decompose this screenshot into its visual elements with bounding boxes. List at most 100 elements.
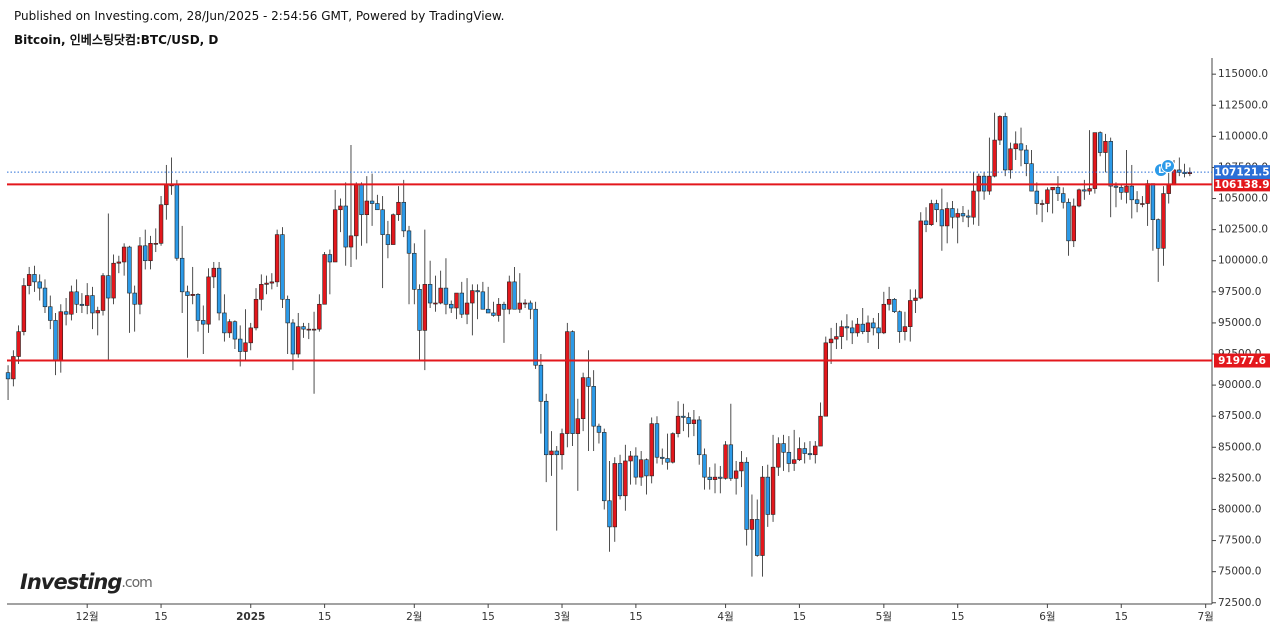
candle-body [1039, 203, 1045, 205]
candle-body [691, 419, 697, 424]
y-tick-label: 100000.0 [1218, 255, 1268, 267]
candle-body [860, 323, 865, 332]
candle-body [459, 292, 464, 315]
candle-body [1066, 201, 1071, 242]
candle-body [95, 310, 100, 314]
candle-body [243, 342, 248, 352]
candle-body [955, 213, 960, 218]
x-tick-label: 6월 [1039, 611, 1055, 623]
candle-body [338, 205, 343, 211]
candle-body [844, 326, 850, 329]
candle-body [665, 458, 670, 463]
candle-body [786, 451, 792, 464]
candle-body [886, 298, 892, 305]
candle-body [317, 303, 322, 330]
candle-body [992, 139, 997, 177]
candle-body [733, 470, 739, 479]
candle-body [1161, 193, 1166, 249]
candle-body [517, 302, 523, 310]
candle-body [865, 322, 871, 332]
candle-body [813, 445, 818, 456]
x-tick-label: 15 [629, 611, 642, 623]
y-tick-label: 97500.0 [1218, 286, 1261, 298]
candle-body [37, 281, 42, 289]
candle-body [216, 267, 222, 314]
candle-body [1097, 132, 1103, 153]
candle-body [633, 455, 639, 478]
price-tag-label: 106138.9 [1214, 179, 1269, 191]
candle-body [280, 234, 285, 300]
candle-body [1119, 187, 1124, 193]
candle-body [929, 203, 934, 225]
candle-body [306, 328, 311, 331]
candle-body [501, 303, 507, 310]
y-tick-label: 82500.0 [1218, 472, 1261, 484]
candle-body [1166, 184, 1171, 194]
y-tick-label: 90000.0 [1218, 379, 1261, 391]
candle-body [111, 262, 116, 299]
candle-body [100, 275, 106, 311]
candle-body [638, 459, 644, 478]
candle-body [1155, 219, 1161, 249]
candle-body [137, 245, 143, 305]
candle-body [106, 275, 111, 299]
candle-body [644, 459, 649, 477]
candle-body [960, 213, 966, 217]
x-tick-label: 12월 [76, 611, 99, 623]
candle-body [253, 298, 259, 329]
candle-body [143, 245, 148, 262]
y-tick-label: 102500.0 [1218, 224, 1268, 236]
candle-body [612, 463, 617, 528]
candle-body [1108, 141, 1113, 187]
candle-body [607, 500, 612, 528]
candle-body [53, 320, 58, 361]
candle-body [364, 200, 370, 216]
candle-body [723, 444, 728, 479]
candle-body [1076, 189, 1082, 207]
y-tick-label: 105000.0 [1218, 193, 1268, 205]
candle-body [913, 297, 918, 301]
candle-body [343, 205, 348, 248]
candle-body [422, 284, 428, 331]
candle-body [1087, 188, 1092, 192]
candle-body [222, 312, 227, 334]
candle-body [259, 284, 264, 300]
candle-body [1145, 183, 1150, 204]
price-tag [1214, 165, 1270, 180]
x-tick-label: 4월 [717, 611, 733, 623]
y-tick-label: 110000.0 [1218, 130, 1268, 142]
candle-body [512, 281, 517, 310]
candle-body [966, 215, 971, 218]
logo: Investing.com [20, 570, 152, 594]
candle-body [227, 321, 232, 334]
candle-body [660, 456, 665, 459]
candle-body [90, 295, 95, 314]
candle-body [1002, 116, 1008, 171]
candle-body [776, 443, 781, 468]
candle-body [749, 519, 755, 530]
candle-body [470, 290, 475, 304]
x-tick-label: 15 [481, 611, 494, 623]
candle-body [464, 302, 470, 315]
candle-body [1008, 148, 1013, 171]
candle-body [654, 423, 660, 458]
logo-name: Investing [20, 570, 122, 594]
candle-body [127, 246, 132, 294]
candle-body [1034, 190, 1040, 204]
candle-body [248, 327, 253, 344]
candle-body [380, 209, 385, 235]
candle-body [681, 415, 686, 418]
candle-body [185, 291, 190, 296]
candle-body [739, 461, 744, 472]
candle-body [406, 230, 412, 254]
x-tick-label: 5월 [876, 611, 892, 623]
x-tick-label: 15 [951, 611, 964, 623]
price-tag [1214, 177, 1270, 192]
candle-body [765, 476, 770, 515]
candle-body [559, 433, 565, 456]
x-tick-label: 15 [154, 611, 167, 623]
candle-body [296, 326, 301, 355]
candle-body [908, 300, 913, 327]
